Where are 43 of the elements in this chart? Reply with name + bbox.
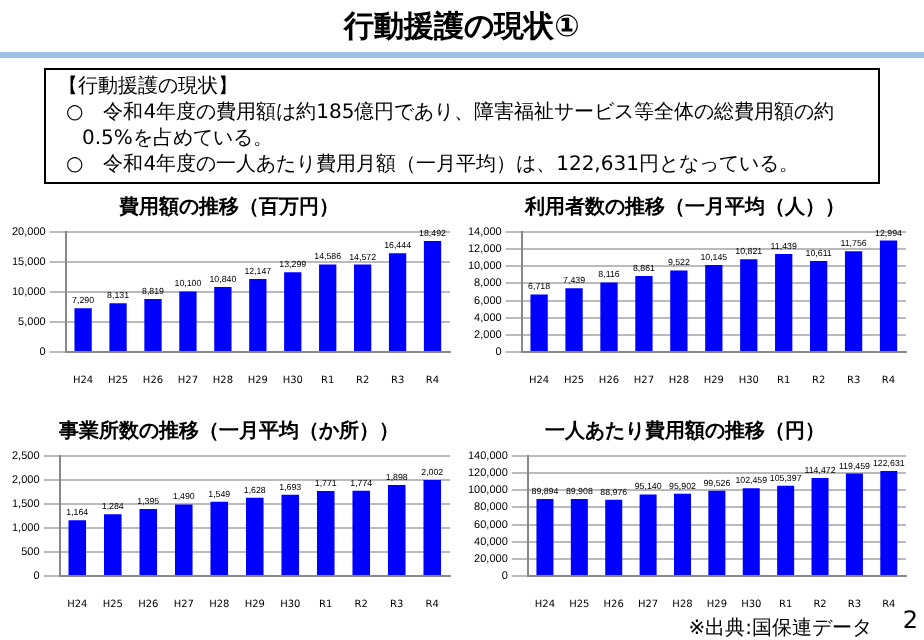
bar [284, 272, 302, 351]
bar [673, 493, 692, 575]
bar [775, 253, 793, 351]
text: 行動援護の現状① [341, 6, 582, 46]
bar [708, 490, 726, 575]
bar [740, 259, 758, 351]
bar [249, 279, 267, 351]
bar [811, 477, 829, 575]
bar [565, 288, 583, 351]
bar [600, 282, 618, 351]
chart-title: 事業所数の推移（一月平均（か所）） [57, 419, 399, 444]
bar [670, 270, 688, 351]
chart-title: 利用者数の推移（一月平均（人）） [523, 195, 845, 220]
bar [319, 264, 337, 351]
bar [530, 294, 548, 351]
text: 2 [902, 606, 918, 634]
bar [570, 498, 588, 575]
bar [536, 498, 554, 575]
text: ※出典:国保連データ [688, 615, 872, 640]
text: ○ 令和4年度の費用額は約185億円であり、障害福祉サービス等全体の総費用額の約0.5%を占めている。 [64, 100, 837, 152]
bar [879, 240, 898, 351]
bar [423, 241, 442, 351]
bar [354, 264, 372, 351]
bar [705, 265, 723, 351]
bar [635, 276, 653, 351]
chart-title: 費用額の推移（百万円） [117, 195, 339, 220]
bar [742, 488, 760, 575]
bar [880, 470, 898, 575]
bar [179, 291, 197, 351]
bar [214, 286, 232, 351]
bar [74, 308, 92, 351]
bar [844, 251, 863, 351]
bar [777, 485, 795, 575]
text: 【行動援護の現状】 [58, 74, 240, 100]
text: ○ 令和4年度の一人あたり費用月額（一月平均）は、122,631円となっている。 [64, 152, 801, 178]
bar [605, 499, 623, 575]
bar [109, 303, 127, 351]
bar [639, 494, 657, 575]
bar [144, 299, 162, 351]
chart-title: 一人あたり費用額の推移（円） [545, 419, 825, 444]
bar [388, 253, 407, 351]
bar [810, 261, 828, 351]
bar [845, 473, 863, 575]
